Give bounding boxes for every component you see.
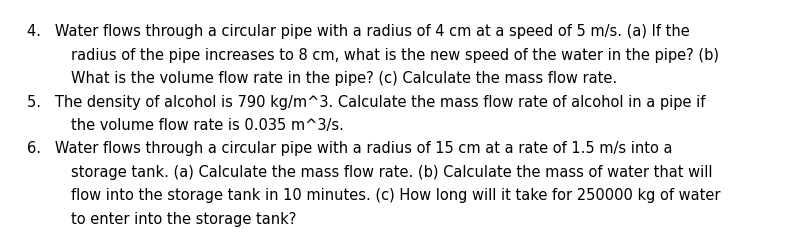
Text: flow into the storage tank in 10 minutes. (c) How long will it take for 250000 k: flow into the storage tank in 10 minutes…: [71, 188, 721, 203]
Text: storage tank. (a) Calculate the mass flow rate. (b) Calculate the mass of water : storage tank. (a) Calculate the mass flo…: [71, 165, 712, 180]
Text: 6.   Water flows through a circular pipe with a radius of 15 cm at a rate of 1.5: 6. Water flows through a circular pipe w…: [27, 141, 673, 157]
Text: 5.   The density of alcohol is 790 kg/m^3. Calculate the mass flow rate of alcoh: 5. The density of alcohol is 790 kg/m^3.…: [27, 95, 705, 110]
Text: to enter into the storage tank?: to enter into the storage tank?: [71, 212, 296, 227]
Text: the volume flow rate is 0.035 m^3/s.: the volume flow rate is 0.035 m^3/s.: [71, 118, 344, 133]
Text: 4.   Water flows through a circular pipe with a radius of 4 cm at a speed of 5 m: 4. Water flows through a circular pipe w…: [27, 24, 690, 39]
Text: What is the volume flow rate in the pipe? (c) Calculate the mass flow rate.: What is the volume flow rate in the pipe…: [71, 71, 617, 86]
Text: radius of the pipe increases to 8 cm, what is the new speed of the water in the : radius of the pipe increases to 8 cm, wh…: [71, 48, 719, 63]
